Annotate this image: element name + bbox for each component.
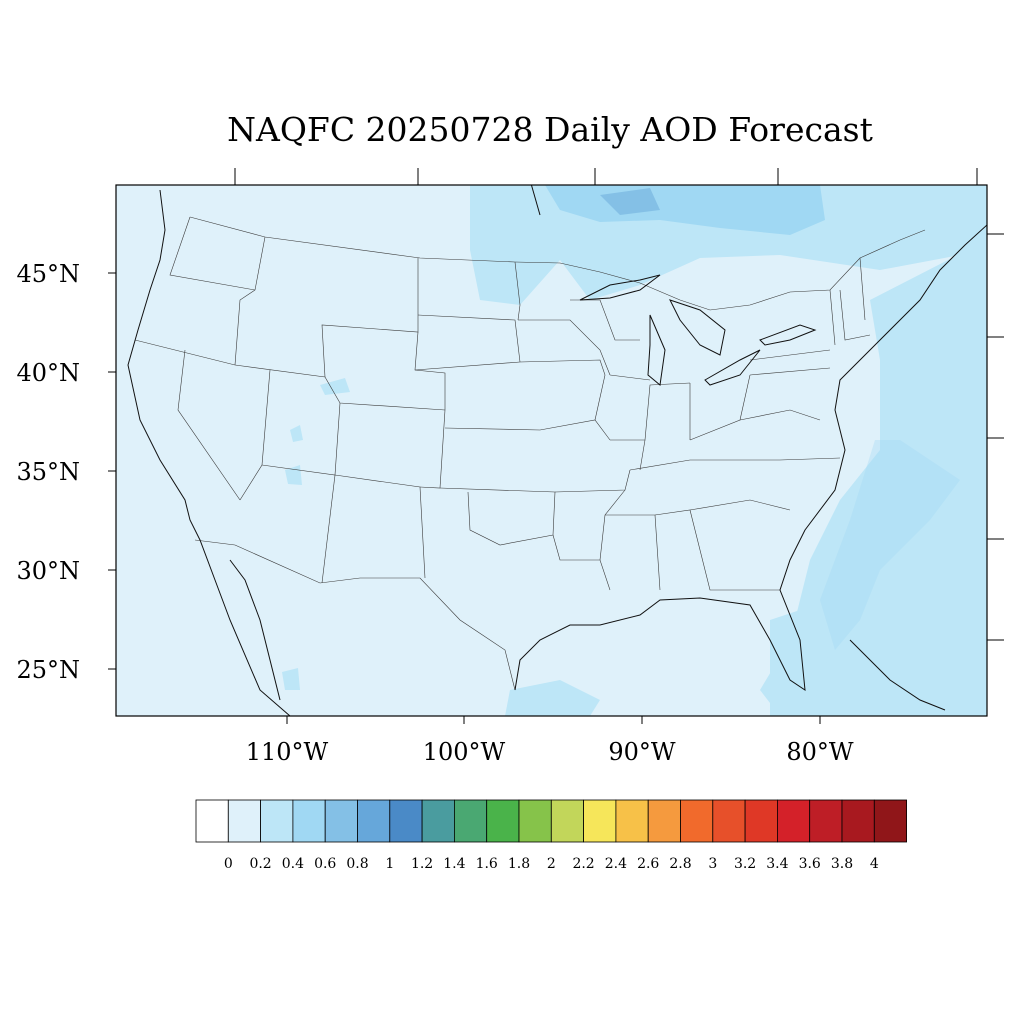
colorbar-label: 2.8	[669, 856, 691, 872]
colorbar-swatch	[841, 799, 875, 843]
colorbar-label: 1.8	[508, 856, 530, 872]
colorbar-label: 2	[547, 856, 556, 872]
colorbar-swatch	[777, 799, 811, 843]
colorbar-label: 3.4	[766, 856, 788, 872]
colorbar-swatch	[324, 799, 358, 843]
colorbar-swatch	[712, 799, 746, 843]
colorbar-swatch	[292, 799, 326, 843]
aod-patch-wyoming	[320, 378, 350, 395]
colorbar-swatch	[260, 799, 294, 843]
great-lakes	[579, 274, 817, 386]
colorbar-label: 2.2	[572, 856, 594, 872]
colorbar-swatch	[227, 799, 262, 843]
state-boundaries	[134, 216, 926, 691]
lat-label-45: 45°N	[16, 260, 80, 288]
aod-patch-north-darkest	[600, 188, 660, 215]
colorbar-label: 3.8	[831, 856, 853, 872]
colorbar-label: 1.4	[443, 856, 465, 872]
lon-label-90w: 90°W	[608, 738, 676, 766]
colorbar-label: 3.2	[734, 856, 756, 872]
colorbar-swatch	[744, 799, 778, 843]
colorbar-swatch	[615, 799, 649, 843]
lon-label-100w: 100°W	[423, 738, 506, 766]
aod-patch-east	[760, 240, 987, 716]
aod-patch-gulf	[505, 680, 600, 716]
aod-patch-gulf-east	[770, 610, 830, 716]
colorbar-label: 2.4	[605, 856, 627, 872]
map-frame	[115, 184, 988, 717]
colorbar-swatch	[583, 799, 617, 843]
lat-label-40: 40°N	[16, 359, 80, 387]
colorbar-labels: 0 0.2 0.4 0.6 0.8 1 1.2 1.4 1.6 1.8 2 2.2 2.4 2.6 2.8 3…	[224, 856, 879, 872]
aod-patch-east-light	[820, 440, 960, 650]
map-title: NAQFC 20250728 Daily AOD Forecast	[227, 110, 873, 149]
lat-label-25: 25°N	[16, 656, 80, 684]
aod-patch-pacific	[282, 668, 300, 690]
aod-patch-utah	[290, 425, 303, 442]
lon-label-110w: 110°W	[246, 738, 329, 766]
colorbar-label: 4	[870, 856, 879, 872]
coastline	[127, 185, 987, 716]
colorbar-swatch	[647, 799, 681, 843]
colorbar-label: 1.6	[476, 856, 498, 872]
colorbar-swatch	[453, 799, 488, 843]
colorbar-swatch	[550, 799, 584, 843]
colorbar-swatch	[873, 799, 907, 843]
colorbar-label: 0.4	[282, 856, 304, 872]
colorbar-swatch	[809, 799, 843, 843]
colorbar-label: 3.6	[799, 856, 821, 872]
colorbar-label: 1	[385, 856, 394, 872]
aod-shading	[127, 185, 987, 716]
colorbar-label: 2.6	[637, 856, 659, 872]
colorbar-label: 0	[224, 856, 233, 872]
axis-ticks	[108, 168, 1004, 724]
colorbar-swatch	[486, 799, 520, 843]
colorbar-swatch	[518, 799, 552, 843]
colorbar-swatch	[195, 799, 229, 843]
colorbar-swatch	[357, 799, 391, 843]
lat-label-30: 30°N	[16, 557, 80, 585]
colorbar-label: 0.2	[249, 856, 271, 872]
lat-label-35: 35°N	[16, 458, 80, 486]
colorbar-swatch	[389, 799, 423, 843]
colorbar	[195, 799, 907, 843]
lon-label-80w: 80°W	[786, 738, 854, 766]
colorbar-label: 0.8	[346, 856, 368, 872]
colorbar-label: 3	[708, 856, 717, 872]
colorbar-swatch	[680, 799, 714, 843]
colorbar-label: 0.6	[314, 856, 336, 872]
colorbar-label: 1.2	[411, 856, 433, 872]
colorbar-swatch	[421, 799, 455, 843]
